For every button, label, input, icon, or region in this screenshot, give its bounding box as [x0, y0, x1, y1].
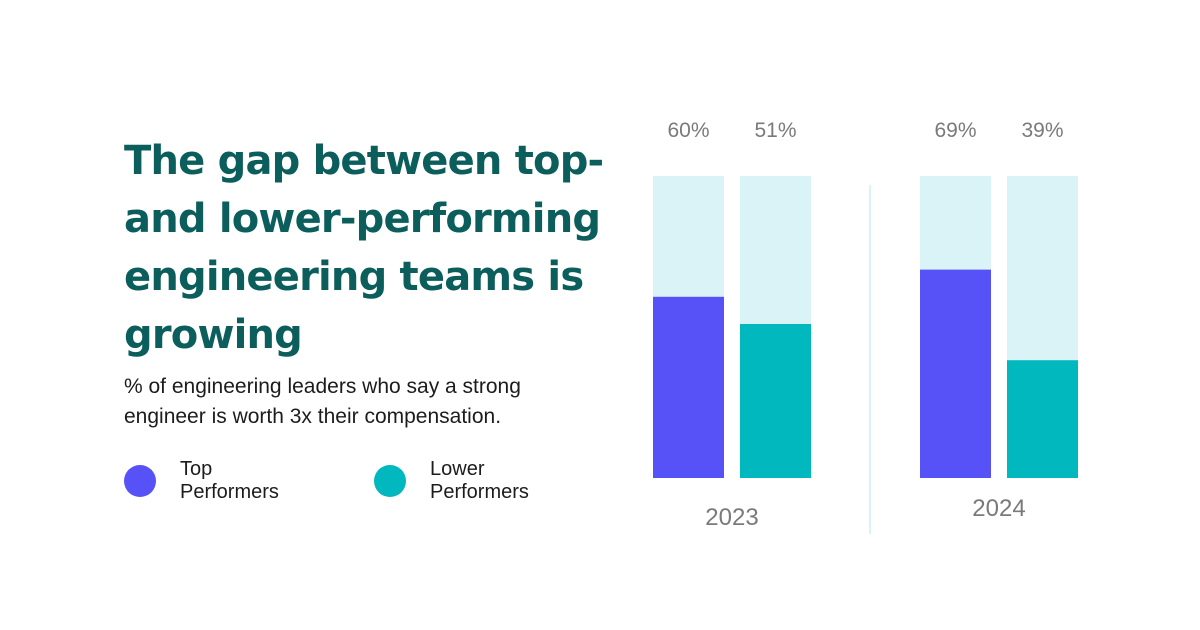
bar-value-label: 69%: [934, 119, 976, 142]
legend-label-line: Performers: [180, 481, 279, 503]
legend-label-line: Performers: [430, 481, 529, 503]
bar-value-label: 60%: [667, 119, 709, 142]
bar-top-performers: [920, 269, 991, 478]
x-tick-label: 2024: [972, 495, 1025, 522]
bar-value-label: 51%: [754, 119, 796, 142]
legend-label: Lower Performers: [430, 458, 529, 504]
chart-subtitle: % of engineering leaders who say a stron…: [124, 375, 521, 428]
bar-lower-performers: [1007, 360, 1078, 478]
bar-value-label: 39%: [1021, 119, 1063, 142]
chart-title: The gap between top- and lower-performin…: [124, 138, 604, 358]
legend-label-line: Top: [180, 458, 213, 480]
legend-dot-icon: [124, 465, 156, 497]
legend-dot-icon: [374, 465, 406, 497]
legend-label: Top Performers: [180, 458, 279, 504]
bar-lower-performers: [740, 323, 811, 478]
legend-item-lower-performers: Lower Performers: [374, 458, 529, 504]
bar-top-performers: [653, 296, 724, 478]
legend-item-top-performers: Top Performers: [124, 458, 279, 504]
legend-label-line: Lower: [430, 458, 485, 480]
x-tick-label: 2023: [705, 504, 758, 531]
